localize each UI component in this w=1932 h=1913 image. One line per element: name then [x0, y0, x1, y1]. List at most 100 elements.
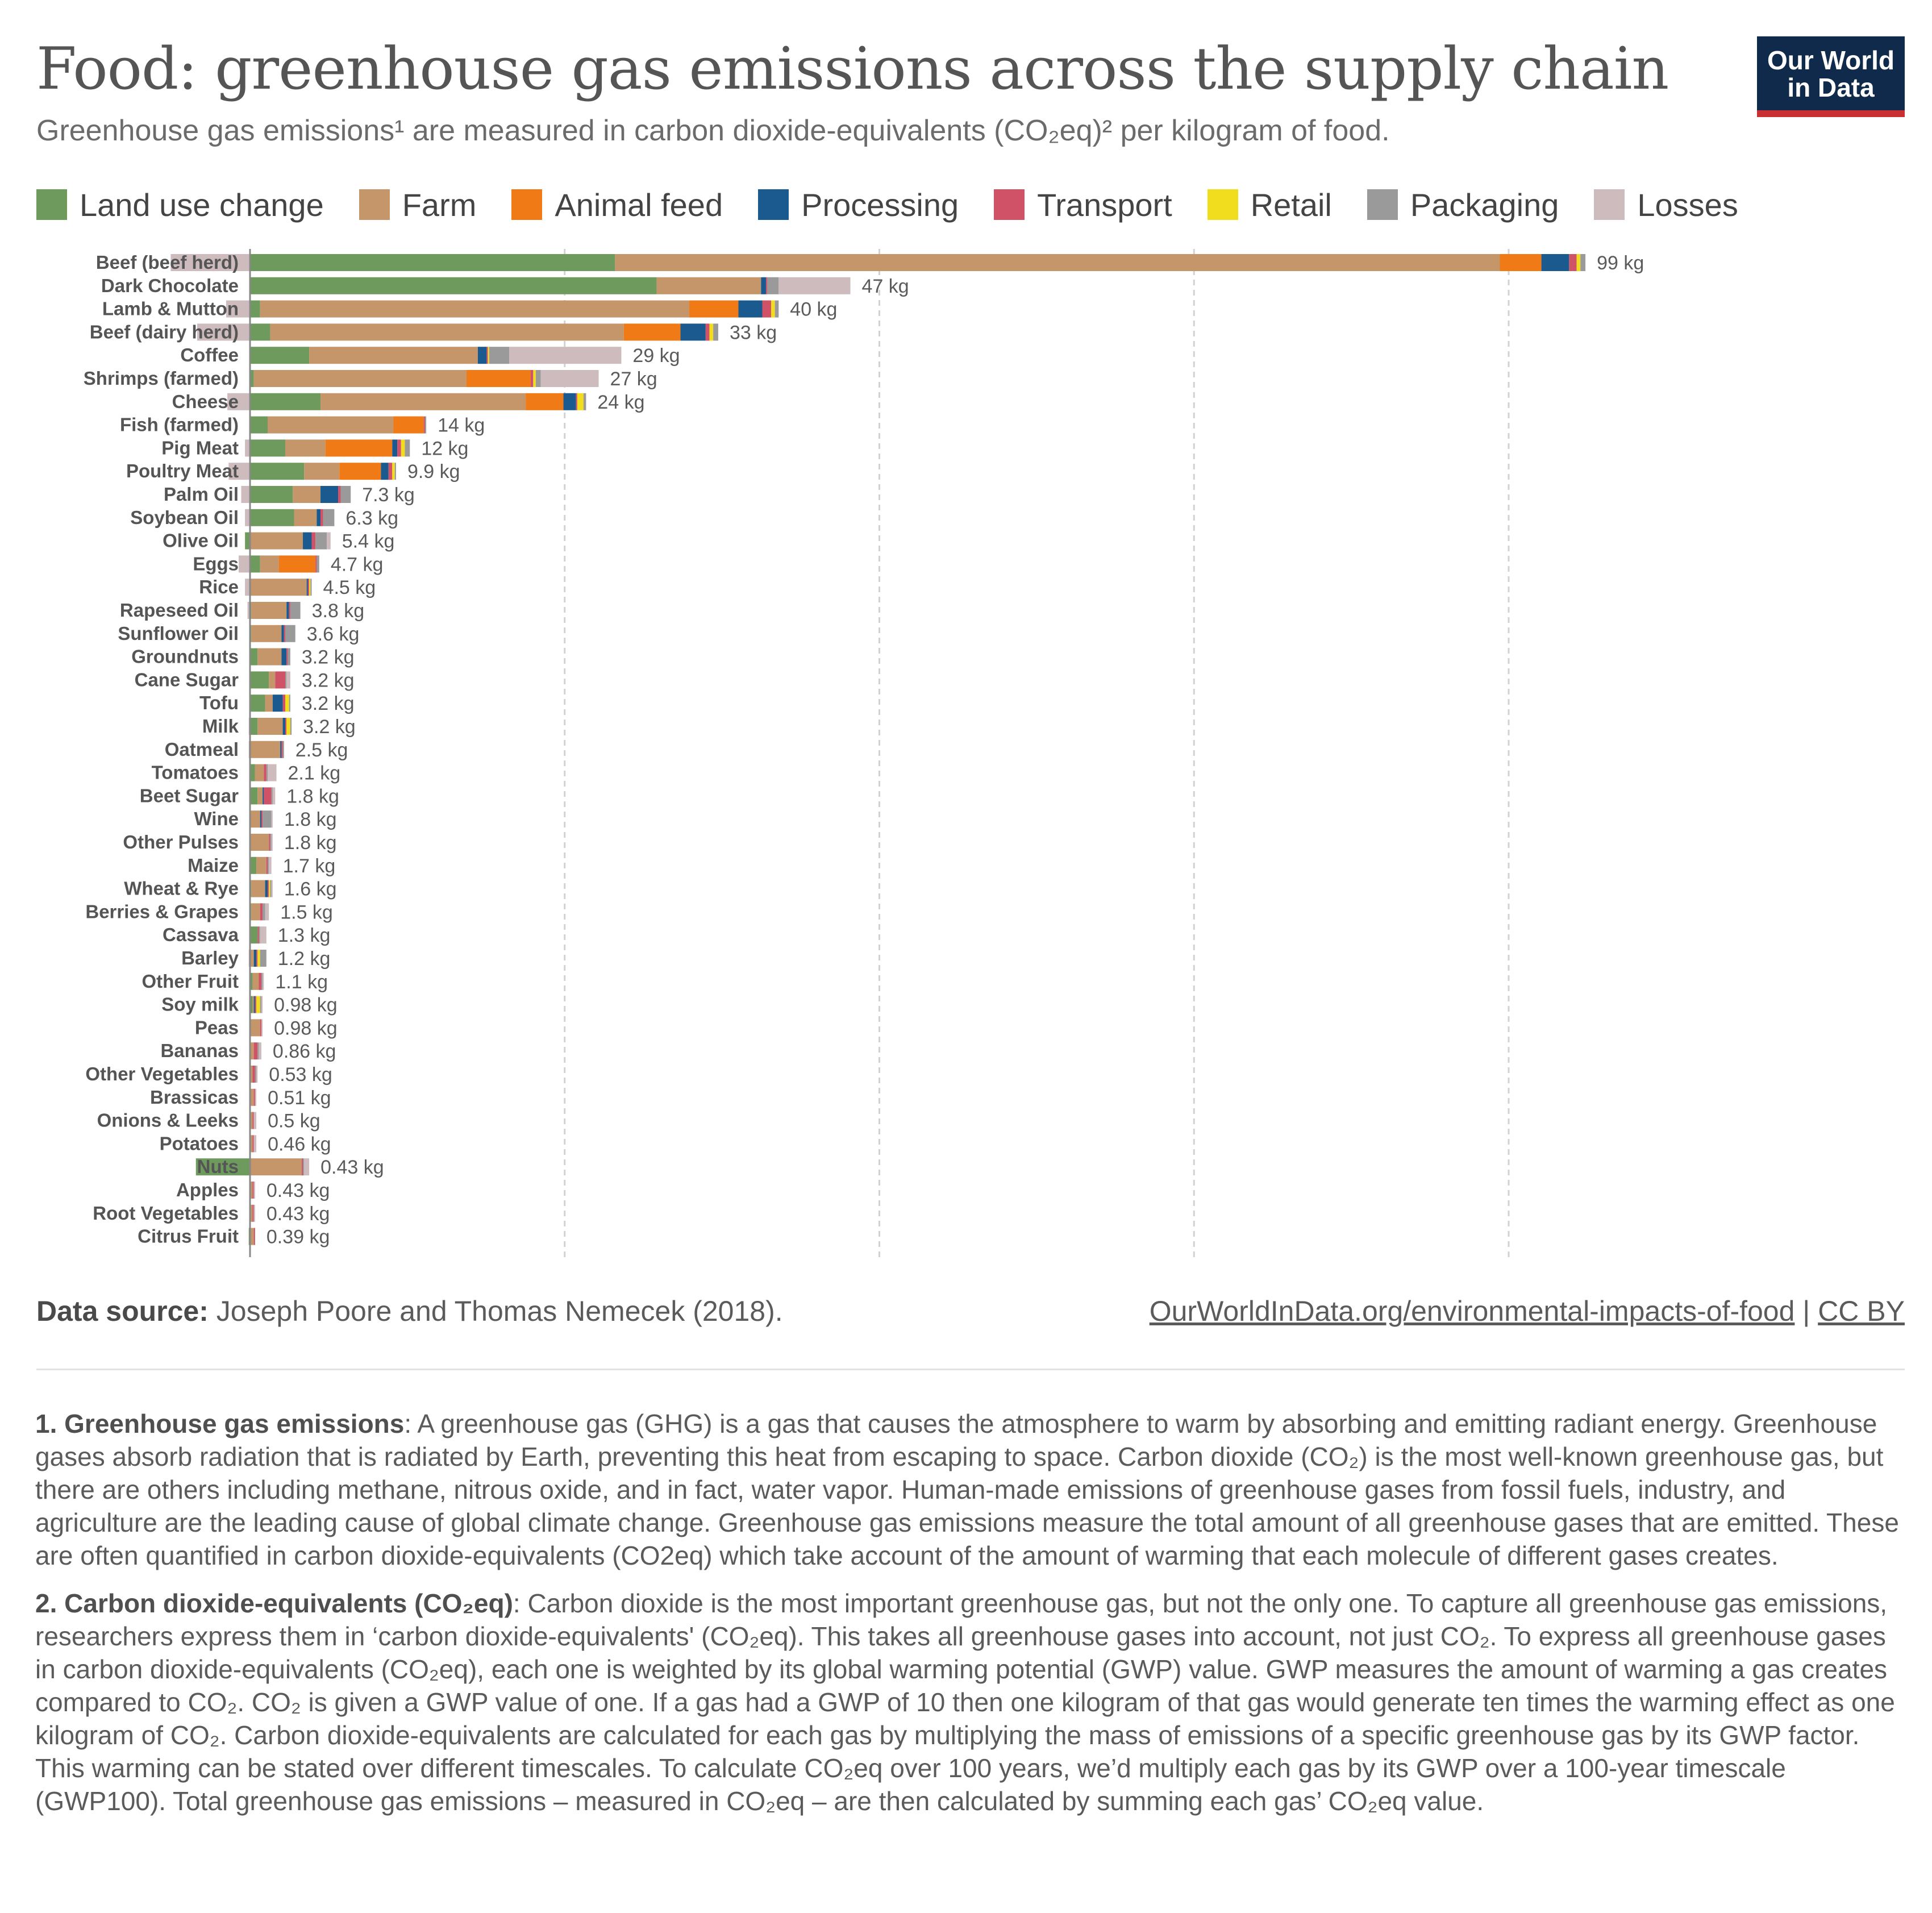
- category-label: Groundnuts: [131, 646, 239, 667]
- total-label: 6.3 kg: [345, 508, 398, 529]
- bar-segment: [250, 463, 305, 480]
- bar-segment: [271, 787, 273, 805]
- bar-segment: [255, 1088, 257, 1106]
- bar-segment: [250, 1042, 254, 1060]
- bar-segment: [250, 277, 657, 294]
- legend-item-packaging[interactable]: Packaging: [1367, 186, 1559, 223]
- bar-segment: [256, 996, 260, 1013]
- legend-label: Farm: [402, 186, 477, 223]
- bar-segment: [766, 277, 768, 294]
- legend-item-retail[interactable]: Retail: [1207, 186, 1332, 223]
- bar-segment: [272, 787, 276, 805]
- category-label: Wine: [194, 808, 239, 829]
- bar-segment: [260, 1019, 261, 1037]
- bar-segment: [290, 602, 301, 619]
- bar-segment: [256, 1066, 258, 1083]
- bar-segment: [270, 323, 624, 341]
- bar-segment: [709, 323, 714, 341]
- bar-segment: [289, 694, 290, 712]
- category-label: Potatoes: [160, 1133, 239, 1154]
- bar-segment: [250, 1066, 253, 1083]
- bar-segment: [286, 648, 288, 666]
- bar-segment: [424, 416, 427, 434]
- bar-segment: [289, 602, 290, 619]
- bar-segment: [253, 996, 255, 1013]
- bar-segment: [250, 996, 253, 1013]
- bar-segment: [250, 856, 257, 874]
- bar-segment: [315, 532, 327, 550]
- bar-segment: [264, 764, 267, 781]
- bar-segment: [252, 1204, 254, 1222]
- bar-segment: [250, 1158, 302, 1176]
- total-label: 1.5 kg: [280, 901, 333, 923]
- legend-item-animal-feed[interactable]: Animal feed: [511, 186, 723, 223]
- total-label: 1.7 kg: [283, 855, 336, 877]
- bar-segment: [275, 671, 286, 689]
- license-link[interactable]: CC BY: [1818, 1295, 1905, 1327]
- chart-legend: Land use change Farm Animal feed Process…: [36, 182, 1773, 227]
- legend-item-processing[interactable]: Processing: [758, 186, 959, 223]
- bar-segment: [266, 856, 268, 874]
- bar-segment: [401, 439, 405, 457]
- bar-segment: [250, 1182, 253, 1199]
- bar-segment: [309, 347, 478, 364]
- legend-swatch: [1207, 189, 1238, 220]
- bar-segment: [256, 856, 267, 874]
- category-label: Sunflower Oil: [118, 623, 239, 644]
- category-label: Rice: [199, 576, 239, 597]
- stacked-bar-chart: Beef (beef herd) 99 kg Dark Chocolate 47 kg…: [84, 249, 1644, 1257]
- bar-segment: [253, 1112, 257, 1129]
- logo-line-1: Our World: [1767, 45, 1895, 75]
- owid-logo[interactable]: Our World in Data: [1757, 36, 1905, 117]
- bar-segment: [253, 1228, 255, 1245]
- bar-segment: [250, 787, 258, 805]
- total-label: 0.39 kg: [267, 1226, 330, 1248]
- bar-segment: [260, 926, 267, 944]
- category-label: Apples: [176, 1179, 239, 1200]
- bar-segment: [535, 370, 541, 387]
- bar-segment: [327, 532, 331, 550]
- total-label: 24 kg: [597, 392, 644, 413]
- bar-segment: [250, 300, 260, 318]
- bar-segment: [405, 439, 410, 457]
- bar-segment: [250, 579, 307, 596]
- legend-item-losses[interactable]: Losses: [1594, 186, 1738, 223]
- bar-segment: [263, 787, 264, 805]
- total-label: 2.1 kg: [288, 763, 341, 784]
- total-label: 0.86 kg: [273, 1041, 336, 1062]
- category-label: Cassava: [163, 924, 239, 945]
- bar-segment: [286, 671, 290, 689]
- bar-segment: [257, 648, 282, 666]
- data-source-text: Joseph Poore and Thomas Nemecek (2018).: [208, 1295, 783, 1327]
- category-label: Other Pulses: [123, 831, 239, 852]
- bar-segment: [486, 347, 488, 364]
- legend-item-farm[interactable]: Farm: [359, 186, 477, 223]
- bar-segment: [252, 1182, 254, 1199]
- legend-item-land-use-change[interactable]: Land use change: [36, 186, 324, 223]
- source-link[interactable]: OurWorldInData.org/environmental-impacts…: [1149, 1295, 1795, 1327]
- bar-segment: [488, 347, 489, 364]
- bar-segment: [577, 393, 584, 410]
- bar-segment: [466, 370, 531, 387]
- bar-segment: [778, 277, 851, 294]
- legend-item-transport[interactable]: Transport: [994, 186, 1172, 223]
- bar-segment: [250, 950, 254, 967]
- bar-segment: [306, 579, 308, 596]
- bar-segment: [250, 648, 258, 666]
- category-label: Brassicas: [150, 1087, 239, 1108]
- category-label: Tomatoes: [152, 762, 239, 783]
- bar-segment: [260, 950, 267, 967]
- bar-segment: [530, 370, 534, 387]
- bar-segment: [284, 625, 286, 642]
- bar-segment: [252, 972, 259, 990]
- bar-segment: [253, 1088, 255, 1106]
- bar-segment: [320, 509, 323, 526]
- bar-segment: [257, 1042, 259, 1060]
- legend-swatch: [1594, 189, 1625, 220]
- bar-segment: [280, 741, 282, 758]
- bar-segment: [307, 579, 310, 596]
- bar-segment: [261, 1019, 263, 1037]
- bar-segment: [250, 834, 269, 851]
- total-label: 99 kg: [1597, 252, 1644, 274]
- total-label: 0.98 kg: [274, 995, 338, 1016]
